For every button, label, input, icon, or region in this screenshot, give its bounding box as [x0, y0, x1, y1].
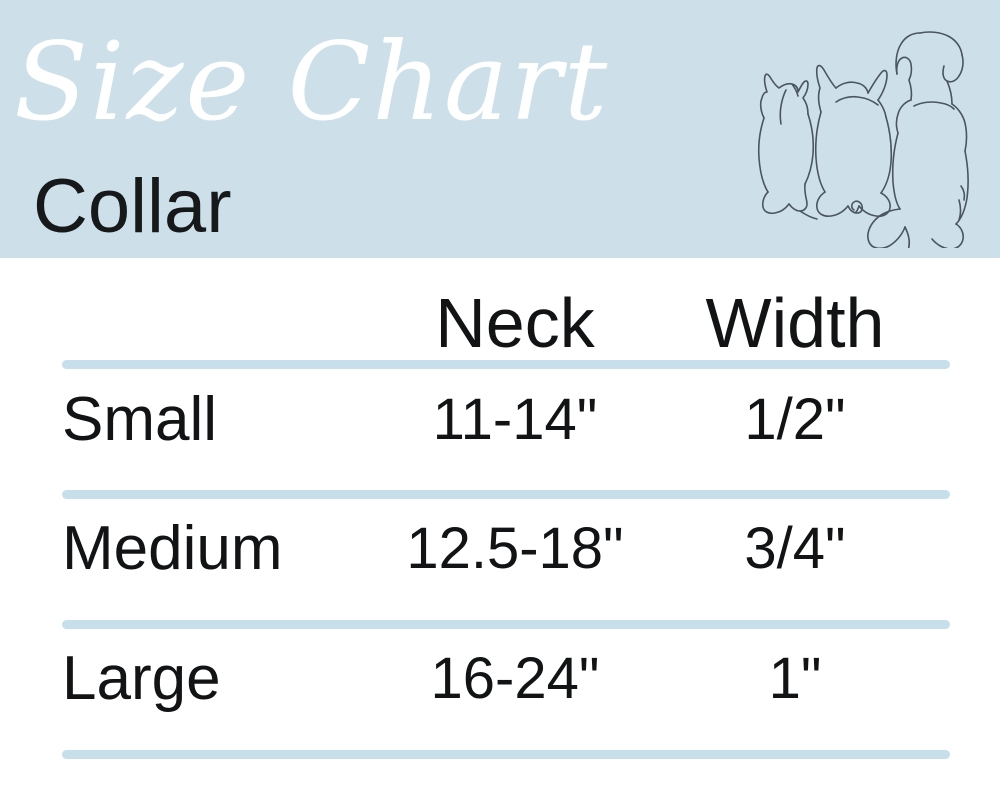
table-row: Medium 12.5-18" 3/4" — [0, 503, 1000, 595]
cell-neck: 11-14" — [432, 387, 598, 452]
divider-line — [62, 750, 950, 759]
cell-size: Small — [62, 385, 218, 454]
cell-size: Large — [62, 644, 221, 713]
divider-line — [62, 620, 950, 629]
cell-neck: 16-24" — [430, 646, 600, 711]
three-dogs-illustration — [718, 14, 986, 248]
cell-width: 1/2" — [744, 387, 846, 452]
cell-neck: 12.5-18" — [406, 516, 624, 581]
script-title: Size Chart — [14, 20, 610, 145]
page-title: Collar — [33, 164, 232, 249]
header-cell-width: Width — [705, 284, 885, 362]
table-header-row: Neck Width — [0, 280, 1000, 366]
medium-dog-icon — [814, 64, 893, 217]
divider-line — [62, 360, 950, 369]
cell-width: 3/4" — [744, 516, 846, 581]
table-row: Large 16-24" 1" — [0, 633, 1000, 725]
header-cell-neck: Neck — [435, 284, 595, 362]
header-banner: Size Chart Collar — [0, 0, 1000, 258]
table-row: Small 11-14" 1/2" — [0, 374, 1000, 466]
cell-size: Medium — [62, 514, 283, 583]
large-dog-icon — [867, 31, 969, 248]
cell-width: 1" — [768, 646, 822, 711]
divider-line — [62, 490, 950, 499]
size-table: Neck Width Small 11-14" 1/2" Medium 12.5… — [0, 258, 1000, 800]
small-dog-icon — [757, 73, 818, 220]
